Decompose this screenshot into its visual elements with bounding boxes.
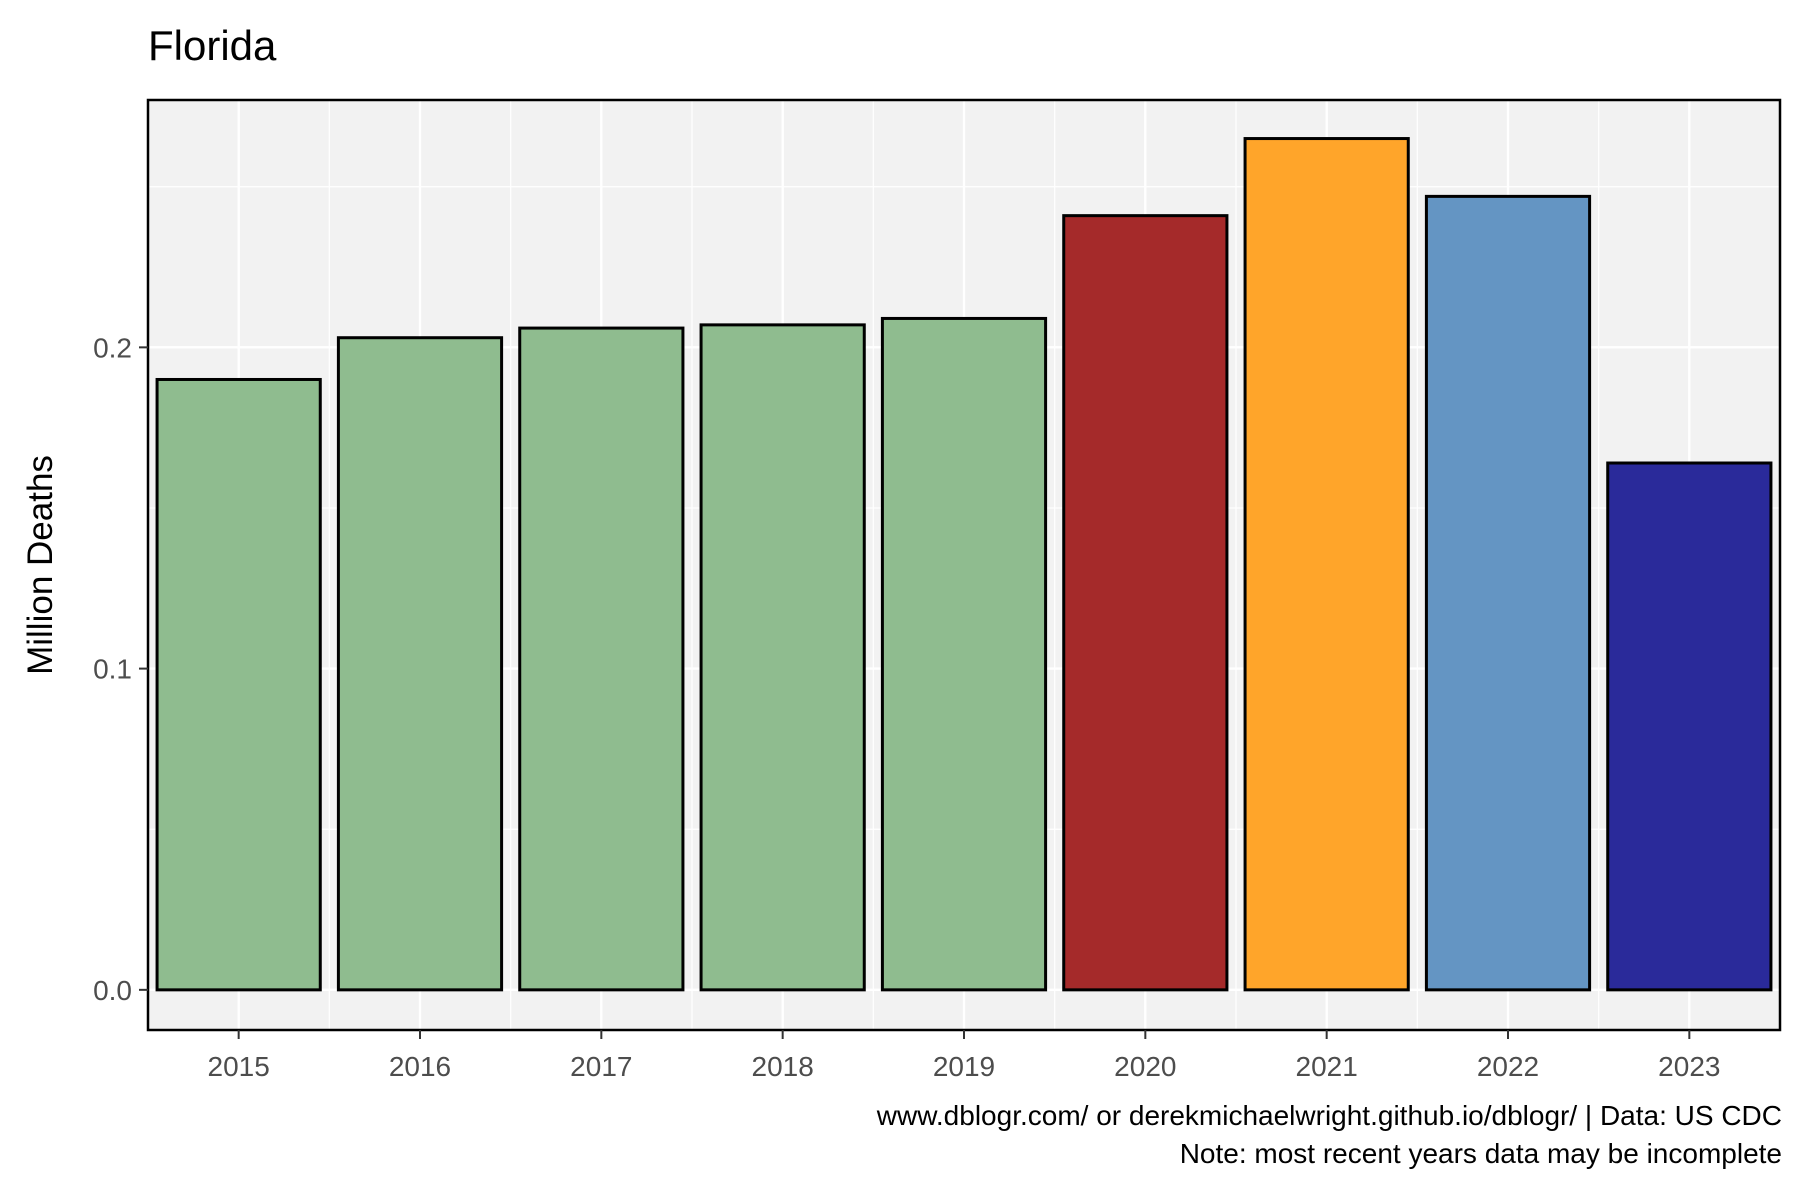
x-tick-label: 2020 bbox=[1114, 1051, 1176, 1082]
bar-2016 bbox=[336, 336, 504, 992]
y-axis: 0.0 0.1 0.2 bbox=[93, 332, 148, 1006]
bars-group bbox=[155, 137, 1773, 992]
caption-line-1: www.dblogr.com/ or derekmichaelwright.gi… bbox=[876, 1100, 1782, 1131]
bar-2022 bbox=[1424, 194, 1592, 992]
bar-2017 bbox=[518, 326, 685, 992]
x-tick-label: 2019 bbox=[933, 1051, 995, 1082]
chart-title: Florida bbox=[148, 22, 277, 69]
y-tick-label: 0.1 bbox=[93, 654, 132, 685]
y-axis-label: Million Deaths bbox=[21, 455, 60, 675]
bar-2015 bbox=[155, 377, 322, 992]
bar-2019 bbox=[880, 316, 1048, 992]
x-tick-label: 2015 bbox=[208, 1051, 270, 1082]
y-tick-label: 0.2 bbox=[93, 332, 132, 363]
y-tick-label: 0.0 bbox=[93, 975, 132, 1006]
caption-line-2: Note: most recent years data may be inco… bbox=[1180, 1138, 1782, 1169]
x-tick-label: 2016 bbox=[389, 1051, 451, 1082]
bar-2020 bbox=[1062, 214, 1229, 992]
x-axis: 2015 2016 2017 2018 2019 2020 2021 2022 2023 bbox=[208, 1030, 1720, 1082]
x-tick-label: 2017 bbox=[570, 1051, 632, 1082]
bar-2023 bbox=[1606, 461, 1773, 992]
bar-2021 bbox=[1243, 137, 1410, 992]
x-tick-label: 2018 bbox=[752, 1051, 814, 1082]
x-tick-label: 2022 bbox=[1477, 1051, 1539, 1082]
x-tick-label: 2021 bbox=[1296, 1051, 1358, 1082]
bar-2018 bbox=[699, 323, 866, 992]
x-tick-label: 2023 bbox=[1658, 1051, 1720, 1082]
